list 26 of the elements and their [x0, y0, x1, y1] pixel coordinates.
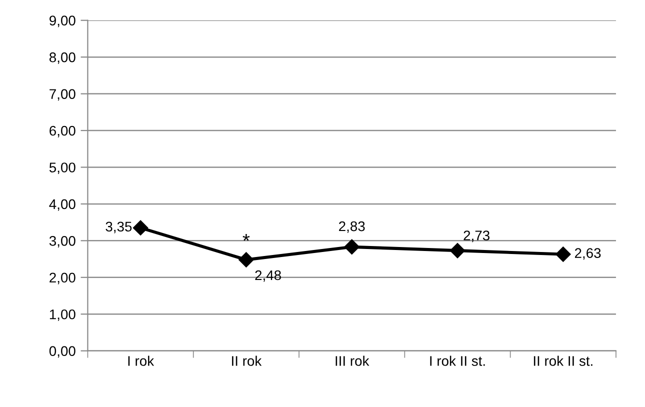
x-tick-label: III rok	[336, 356, 370, 366]
y-tick-label: 0,00	[49, 346, 76, 358]
y-tick-label: 6,00	[50, 126, 76, 138]
x-tick-label: II rok II st.	[534, 356, 592, 366]
data-label: 2,83	[339, 221, 365, 233]
point	[450, 243, 466, 258]
annotation: *	[242, 234, 250, 241]
y-tick-label: 5,00	[49, 162, 76, 174]
point	[132, 220, 148, 236]
point	[344, 239, 360, 254]
y-tick-label: 7,00	[50, 89, 76, 101]
x-tick-label: I rok II st.	[430, 356, 485, 366]
data-label: 2,48	[255, 270, 281, 282]
y-tick-label: 4,00	[49, 199, 76, 211]
y-tick-label: 3,00	[49, 236, 76, 248]
x-tick-label: II rok	[232, 356, 262, 366]
y-tick-label: 2,00	[50, 272, 76, 284]
data-label: 2,73	[464, 230, 490, 242]
y-tick-label: 8,00	[49, 52, 76, 64]
y-tick-label: 9,00	[50, 16, 76, 28]
point	[556, 246, 571, 262]
data-label: 2,63	[574, 248, 601, 260]
data-label: 3,35	[106, 222, 132, 234]
y-tick-label: 1,00	[50, 309, 76, 321]
point	[238, 252, 254, 268]
x-tick-label: I rok	[128, 356, 154, 366]
